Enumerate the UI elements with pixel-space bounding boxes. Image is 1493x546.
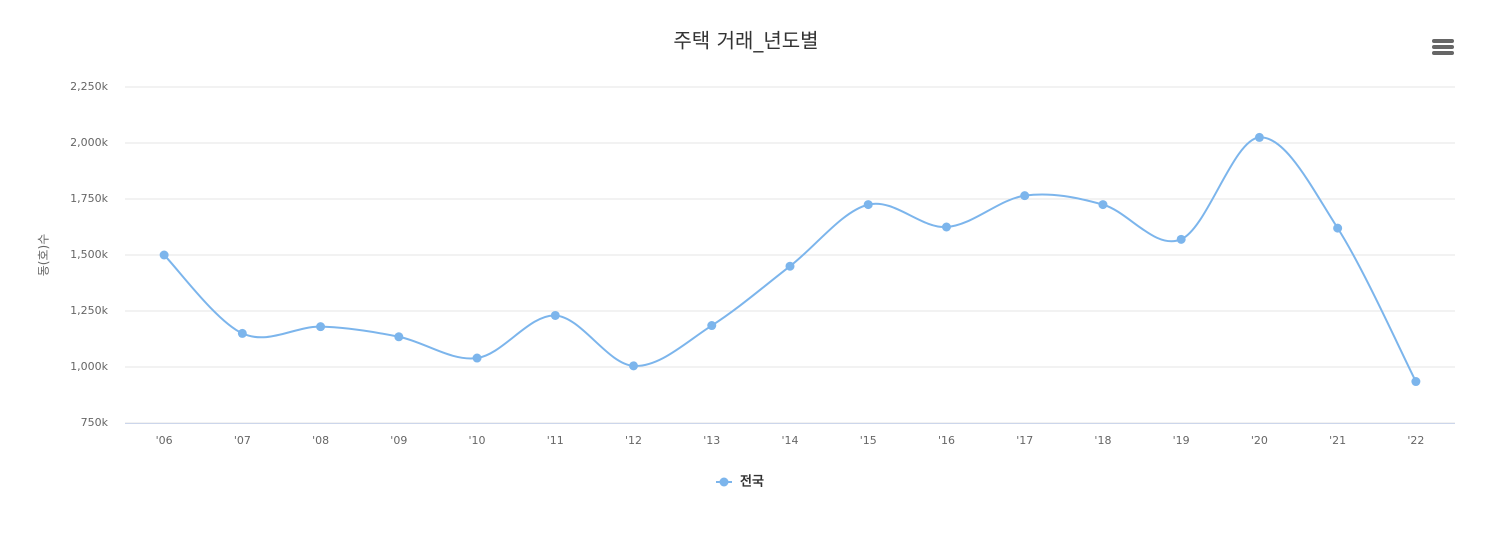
x-tick-label: '12	[625, 434, 642, 447]
x-tick-label: '09	[390, 434, 407, 447]
data-point	[237, 328, 247, 338]
x-tick-label: '18	[1094, 434, 1111, 447]
data-point	[1020, 191, 1030, 201]
x-tick-label: '11	[547, 434, 564, 447]
series-line	[163, 136, 1417, 383]
data-point	[629, 361, 639, 371]
data-point	[159, 250, 169, 260]
data-point	[394, 332, 404, 342]
x-tick-label: '10	[469, 434, 486, 447]
data-point	[863, 200, 873, 210]
data-point	[472, 353, 482, 363]
menu-button[interactable]	[1432, 39, 1454, 55]
chart-title: 주택 거래_년도별	[673, 29, 818, 53]
x-tick-label: '15	[860, 434, 877, 447]
y-tick-label: 1,500k	[70, 248, 108, 261]
data-point	[316, 322, 326, 332]
y-tick-label: 1,000k	[70, 360, 108, 373]
x-tick-label: '07	[234, 434, 251, 447]
data-point	[1098, 200, 1108, 210]
x-tick-label: '21	[1329, 434, 1346, 447]
y-tick-label: 1,250k	[70, 304, 108, 317]
y-tick-label: 750k	[81, 416, 109, 429]
menu-bar	[1432, 39, 1454, 43]
data-point	[1333, 223, 1343, 233]
menu-bar	[1432, 45, 1454, 49]
x-tick-label: '14	[781, 434, 798, 447]
x-tick-label: '16	[938, 434, 955, 447]
data-point	[785, 261, 795, 271]
x-tick-label: '17	[1016, 434, 1033, 447]
x-tick-label: '19	[1173, 434, 1190, 447]
x-tick-label: '06	[156, 434, 173, 447]
data-point	[1176, 234, 1186, 244]
y-axis-title: 동(호)수	[37, 234, 51, 276]
legend-marker	[719, 477, 729, 487]
data-point	[941, 222, 951, 232]
data-point	[707, 321, 717, 331]
x-tick-label: '08	[312, 434, 329, 447]
x-tick-label: '20	[1251, 434, 1268, 447]
x-tick-label: '13	[703, 434, 720, 447]
menu-bar	[1432, 51, 1454, 55]
legend: 전국	[716, 474, 764, 490]
data-point	[550, 310, 560, 320]
y-tick-label: 2,000k	[70, 136, 108, 149]
data-point	[1254, 132, 1264, 142]
data-point	[1411, 377, 1421, 387]
y-tick-label: 2,250k	[70, 80, 108, 93]
x-tick-label: '22	[1407, 434, 1424, 447]
legend-label[interactable]: 전국	[740, 474, 764, 490]
y-tick-label: 1,750k	[70, 192, 108, 205]
